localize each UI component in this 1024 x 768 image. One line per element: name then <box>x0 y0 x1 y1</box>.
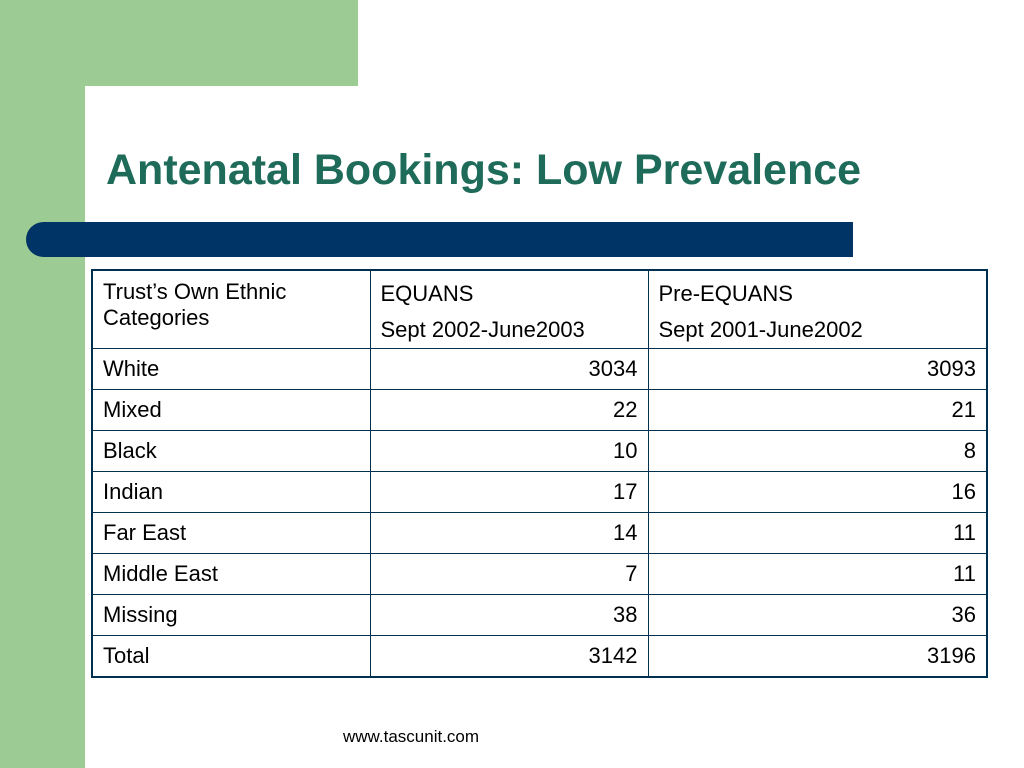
pre-equans-value-cell: 16 <box>647 470 988 513</box>
category-cell: Middle East <box>91 552 371 595</box>
category-cell: Total <box>91 634 371 677</box>
table-row: Missing 38 36 <box>91 593 988 636</box>
header-pre-equans-label: Pre-EQUANS <box>658 281 793 306</box>
category-cell: Indian <box>91 470 371 513</box>
equans-value-cell: 17 <box>369 470 649 513</box>
equans-value-cell: 7 <box>369 552 649 595</box>
table-row: Middle East 7 11 <box>91 552 988 595</box>
pre-equans-value-cell: 3093 <box>647 347 988 390</box>
equans-value-cell: 22 <box>369 388 649 431</box>
header-pre-equans-period: Sept 2001-June2002 <box>658 317 863 342</box>
table-row: Indian 17 16 <box>91 470 988 513</box>
table-row-total: Total 3142 3196 <box>91 634 988 677</box>
slide-title: Antenatal Bookings: Low Prevalence <box>106 146 862 194</box>
pre-equans-value-cell: 11 <box>647 511 988 554</box>
header-categories: Trust’s Own Ethnic Categories <box>91 269 371 349</box>
equans-value-cell: 10 <box>369 429 649 472</box>
equans-value-cell: 38 <box>369 593 649 636</box>
equans-value-cell: 14 <box>369 511 649 554</box>
header-equans: EQUANS Sept 2002-June2003 <box>369 269 649 349</box>
pre-equans-value-cell: 3196 <box>647 634 988 677</box>
equans-value-cell: 3034 <box>369 347 649 390</box>
ethnicity-bookings-table: Trust’s Own Ethnic Categories EQUANS Sep… <box>91 269 988 678</box>
top-green-band <box>0 0 358 86</box>
table-row: Black 10 8 <box>91 429 988 472</box>
category-cell: Black <box>91 429 371 472</box>
equans-value-cell: 3142 <box>369 634 649 677</box>
header-categories-label: Trust’s Own Ethnic Categories <box>103 279 287 330</box>
table-header-row: Trust’s Own Ethnic Categories EQUANS Sep… <box>91 269 988 349</box>
left-green-band <box>0 0 85 768</box>
table-row: White 3034 3093 <box>91 347 988 390</box>
category-cell: Mixed <box>91 388 371 431</box>
header-equans-period: Sept 2002-June2003 <box>380 317 585 342</box>
pre-equans-value-cell: 8 <box>647 429 988 472</box>
footer-website-link[interactable]: www.tascunit.com <box>343 727 480 746</box>
pre-equans-value-cell: 21 <box>647 388 988 431</box>
category-cell: Far East <box>91 511 371 554</box>
table-row: Mixed 22 21 <box>91 388 988 431</box>
header-pre-equans: Pre-EQUANS Sept 2001-June2002 <box>647 269 988 349</box>
table-row: Far East 14 11 <box>91 511 988 554</box>
title-underline-bar <box>26 222 853 257</box>
category-cell: White <box>91 347 371 390</box>
header-equans-label: EQUANS <box>380 281 474 306</box>
pre-equans-value-cell: 11 <box>647 552 988 595</box>
pre-equans-value-cell: 36 <box>647 593 988 636</box>
category-cell: Missing <box>91 593 371 636</box>
